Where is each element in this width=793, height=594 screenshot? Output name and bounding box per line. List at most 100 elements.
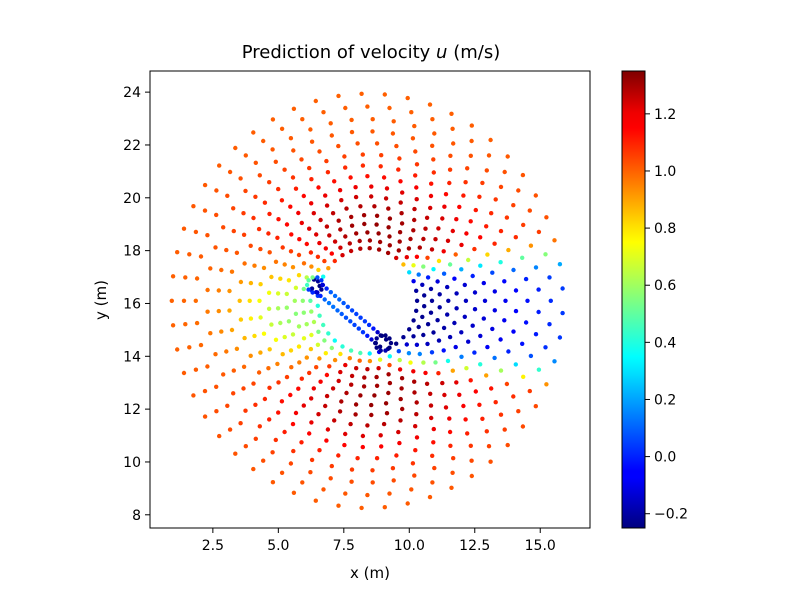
velocity-point	[284, 291, 289, 297]
velocity-point	[362, 319, 368, 324]
velocity-point	[452, 320, 457, 326]
velocity-point	[427, 102, 433, 107]
y-tick-label: 12	[123, 402, 141, 418]
velocity-point	[355, 456, 360, 461]
velocity-point	[332, 239, 338, 244]
velocity-point	[424, 381, 430, 386]
velocity-point	[202, 182, 208, 188]
velocity-point	[269, 274, 274, 280]
velocity-point	[280, 352, 285, 357]
velocity-point	[520, 172, 526, 178]
velocity-point	[447, 167, 453, 172]
velocity-point	[431, 440, 436, 445]
velocity-point	[205, 364, 210, 369]
velocity-point	[321, 322, 326, 328]
velocity-point	[493, 400, 498, 405]
velocity-point	[345, 304, 350, 309]
velocity-point	[375, 330, 380, 335]
velocity-point	[286, 278, 292, 283]
velocity-point	[216, 288, 221, 293]
velocity-point	[463, 417, 468, 422]
velocity-point	[311, 319, 317, 325]
velocity-point	[432, 131, 437, 136]
y-tick-label: 10	[123, 455, 141, 471]
velocity-point	[412, 473, 417, 478]
velocity-point	[233, 451, 238, 456]
velocity-point	[511, 394, 516, 399]
velocity-point	[513, 362, 518, 367]
velocity-point	[332, 258, 337, 264]
velocity-point	[414, 254, 420, 259]
velocity-point	[430, 117, 435, 122]
velocity-point	[396, 349, 401, 354]
velocity-point	[290, 421, 296, 427]
velocity-point	[445, 312, 450, 317]
velocity-point	[330, 211, 336, 216]
velocity-point	[262, 200, 268, 205]
velocity-point	[270, 480, 276, 485]
velocity-point	[296, 344, 302, 349]
velocity-point	[243, 408, 248, 413]
velocity-point	[309, 332, 314, 338]
velocity-point	[324, 372, 330, 378]
y-tick-label: 16	[123, 296, 141, 312]
velocity-point	[336, 503, 341, 508]
velocity-point	[273, 437, 278, 443]
x-tick-label: 10.0	[394, 538, 425, 554]
velocity-point	[337, 188, 343, 193]
velocity-point	[359, 91, 364, 97]
velocity-point	[386, 206, 391, 211]
velocity-point	[214, 212, 219, 218]
velocity-point	[320, 282, 326, 288]
velocity-point	[411, 228, 416, 233]
velocity-point	[355, 141, 360, 146]
velocity-point	[214, 384, 219, 389]
velocity-point	[238, 279, 244, 285]
velocity-point	[390, 131, 396, 136]
velocity-point	[388, 340, 394, 346]
velocity-point	[332, 357, 338, 363]
velocity-point	[386, 225, 391, 230]
velocity-point	[282, 167, 287, 172]
velocity-point	[227, 308, 232, 313]
velocity-point	[231, 368, 236, 373]
velocity-point	[238, 176, 243, 181]
velocity-point	[498, 260, 503, 265]
velocity-point	[382, 92, 387, 97]
chart-title: Prediction of velocity u (m/s)	[242, 42, 500, 63]
velocity-point	[316, 329, 321, 334]
velocity-point	[447, 180, 452, 186]
velocity-point	[354, 311, 359, 317]
velocity-point	[370, 480, 375, 485]
velocity-point	[490, 326, 495, 332]
velocity-point	[308, 346, 314, 352]
velocity-point	[429, 350, 435, 355]
velocity-point	[227, 427, 233, 432]
velocity-point	[482, 298, 488, 303]
velocity-point	[310, 290, 315, 295]
velocity-point	[461, 403, 466, 409]
velocity-point	[552, 238, 557, 243]
velocity-point	[284, 222, 290, 227]
velocity-point	[477, 402, 482, 407]
velocity-point	[290, 265, 296, 270]
colorbar-tick-label: 0.2	[654, 392, 676, 408]
velocity-point	[329, 345, 334, 351]
velocity-point	[492, 289, 497, 294]
velocity-point	[357, 238, 362, 244]
colorbar-tick-label: 1.2	[654, 107, 676, 123]
velocity-point	[374, 456, 380, 461]
velocity-point	[478, 235, 483, 240]
velocity-point	[258, 350, 263, 355]
velocity-point	[276, 186, 281, 192]
velocity-point	[307, 370, 312, 376]
velocity-point	[261, 265, 267, 271]
velocity-point	[536, 287, 541, 292]
velocity-point	[237, 298, 242, 303]
velocity-point	[224, 247, 229, 253]
velocity-point	[309, 264, 314, 269]
velocity-point	[266, 231, 271, 236]
velocity-point	[291, 490, 297, 495]
velocity-point	[374, 383, 380, 388]
